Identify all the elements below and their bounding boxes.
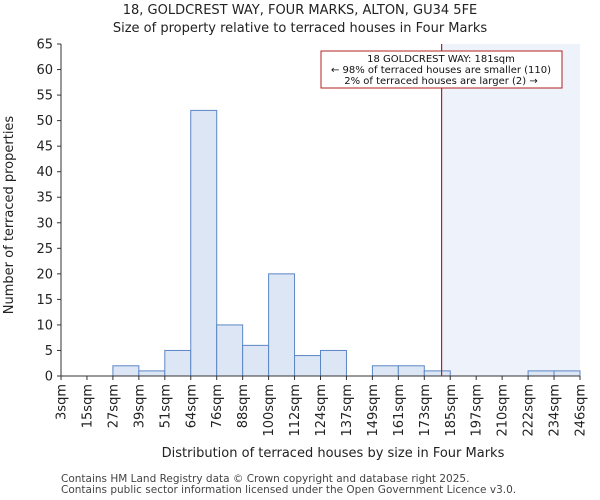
larger-region-shade [441, 44, 580, 376]
x-tick-label: 100sqm [262, 384, 277, 437]
y-tick-label: 60 [36, 63, 53, 78]
x-tick-label: 51sqm [158, 384, 173, 428]
annotation-box [320, 50, 563, 89]
x-tick-label: 210sqm [496, 384, 511, 437]
y-tick-label: 50 [36, 114, 53, 129]
x-tick-label: 88sqm [236, 384, 251, 428]
annotation-larger: 2% of terraced houses are larger (2) → [344, 76, 538, 87]
y-tick-label: 65 [36, 38, 53, 53]
histogram-bar [371, 365, 399, 377]
x-tick-label: 173sqm [418, 384, 433, 437]
x-tick-label: 149sqm [366, 384, 381, 437]
chart-subtitle: Size of property relative to terraced ho… [112, 21, 488, 36]
y-tick-label: 5 [45, 344, 53, 359]
histogram-bar [164, 349, 192, 377]
y-tick-label: 20 [36, 267, 53, 282]
x-tick-label: 76sqm [210, 384, 225, 428]
y-tick-label: 55 [36, 89, 53, 104]
footer-licence: Contains public sector information licen… [61, 484, 517, 496]
histogram-bar [138, 370, 166, 377]
x-tick-label: 137sqm [340, 384, 355, 437]
y-axis-label: Number of terraced properties [2, 116, 17, 315]
histogram-bar [268, 273, 296, 377]
x-tick-label: 15sqm [80, 384, 95, 428]
histogram-bar [242, 344, 270, 377]
x-tick-label: 64sqm [184, 384, 199, 428]
histogram-bar [527, 370, 555, 377]
x-tick-label: 246sqm [574, 384, 589, 437]
x-tick-label: 112sqm [288, 384, 303, 437]
histogram-bar [216, 324, 244, 377]
x-tick-label: 161sqm [392, 384, 407, 437]
annotation-title: 18 GOLDCREST WAY: 181sqm [367, 54, 515, 65]
x-tick-label: 3sqm [55, 384, 70, 420]
y-tick-label: 0 [45, 370, 53, 385]
histogram-bar [553, 370, 581, 377]
y-tick-label: 45 [36, 140, 53, 155]
y-tick-label: 10 [36, 318, 53, 333]
y-tick-label: 25 [36, 242, 53, 257]
y-tick-label: 35 [36, 191, 53, 206]
histogram-bar [112, 365, 140, 377]
footer-copyright: Contains HM Land Registry data © Crown c… [61, 473, 470, 485]
histogram-chart: 0 5 10 15 20 25 30 35 40 45 50 55 60 65 3sqm 15sqm 27sqm… [2, 38, 589, 462]
histogram-bar [397, 365, 425, 377]
x-tick-label: 39sqm [132, 384, 147, 428]
x-tick-label: 124sqm [314, 384, 329, 437]
histogram-bar [294, 355, 321, 377]
y-tick-label: 15 [36, 293, 53, 308]
x-tick-label: 197sqm [470, 384, 485, 437]
x-tick-label: 222sqm [522, 384, 537, 437]
x-axis-label: Distribution of terraced houses by size … [162, 446, 505, 461]
histogram-bar [190, 109, 218, 377]
y-tick-label: 30 [36, 216, 53, 231]
histogram-bar [423, 370, 451, 377]
x-tick-label: 234sqm [548, 384, 563, 437]
x-tick-label: 27sqm [106, 384, 121, 428]
y-tick-label: 40 [36, 165, 53, 180]
annotation-smaller: ← 98% of terraced houses are smaller (11… [331, 65, 551, 76]
x-tick-label: 185sqm [444, 384, 459, 437]
histogram-bar [320, 349, 347, 377]
chart-title: 18, GOLDCREST WAY, FOUR MARKS, ALTON, GU… [122, 3, 478, 18]
